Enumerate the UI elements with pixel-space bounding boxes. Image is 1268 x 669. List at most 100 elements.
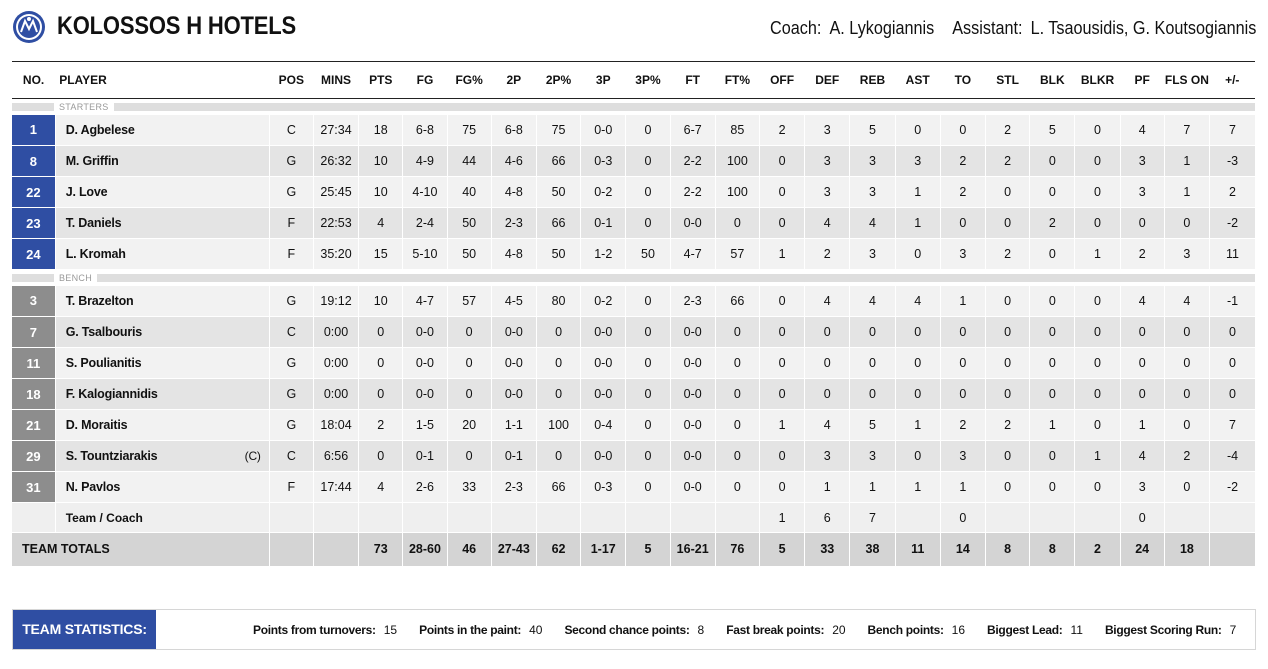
player-name[interactable]: S. Poulianitis [54,347,270,379]
column-header: AST [895,61,941,99]
stat-cell: 0 [849,347,896,379]
stat-cell: 0 [625,145,671,177]
stat-cell: 0 [625,347,671,379]
player-name-text[interactable]: L. Kromah [65,247,126,261]
player-name[interactable]: G. Tsalbouris [54,316,270,348]
stat-cell: 6-7 [669,114,716,146]
total-cell: 5 [625,532,671,566]
player-row[interactable]: 7 G. Tsalbouris C 0:00 0 0-0 0 0-0 0 0-0 0 0-0 0 0 0 0 0… [12,316,1255,348]
stat-cell: 1-1 [490,409,537,441]
stat-cell: 0 [804,347,850,379]
column-header: 2P% [536,61,581,99]
stat-cell: 0-1 [402,440,448,472]
stat-cell: 6-8 [490,114,537,146]
stat-cell: 4-7 [669,238,716,270]
jersey-number: 1 [12,114,56,146]
player-name[interactable]: T. Daniels [54,207,270,239]
stat-cell: 57 [714,238,760,270]
player-name-text[interactable]: J. Love [65,185,108,199]
player-name[interactable]: T. Brazelton [54,285,270,317]
stat-cell: 0 [984,471,1030,503]
team-stat-value: 15 [383,623,398,637]
stat-cell: 2-2 [669,176,716,208]
stat-cell: 2 [939,409,986,441]
stat-cell: 0-3 [580,145,626,177]
player-name-text[interactable]: M. Griffin [65,154,119,168]
player-row[interactable]: 11 S. Poulianitis G 0:00 0 0-0 0 0-0 0 0-0 0 0-0 0 0 0… [12,347,1255,379]
stat-cell: 66 [535,145,581,177]
stat-cell: 0 [714,207,760,239]
stat-cell: 4 [804,207,850,239]
stat-cell: 4-9 [402,145,448,177]
player-name-text[interactable]: N. Pavlos [65,480,121,494]
player-name-text[interactable]: D. Moraitis [65,418,128,432]
total-cell: 18 [1163,532,1210,566]
player-name[interactable]: D. Moraitis [54,409,270,441]
player-name[interactable]: S. Tountziarakis (C) [54,440,270,472]
stat-cell [312,502,359,533]
player-name[interactable]: J. Love [54,176,270,208]
player-name[interactable]: F. Kalogiannidis [54,378,270,410]
column-header: OFF [759,61,805,99]
player-name[interactable]: L. Kromah [54,238,270,270]
stat-cell: 50 [446,238,492,270]
player-name-text[interactable]: G. Tsalbouris [65,325,143,339]
stat-cell: 0 [1029,378,1075,410]
player-name-text[interactable]: S. Poulianitis [65,356,142,370]
player-row[interactable]: 3 T. Brazelton G 19:12 10 4-7 57 4-5 80 0-2 0 2-3 66… [12,285,1255,317]
player-name-text[interactable]: F. Kalogiannidis [65,387,158,401]
stat-cell [984,502,1030,533]
jersey-number: 3 [12,285,56,317]
player-row[interactable]: 21 D. Moraitis G 18:04 2 1-5 20 1-1 100 0-4 0 0-0 0 1… [12,409,1255,441]
section-divider: STARTERS [12,100,1255,113]
player-row[interactable]: 24 L. Kromah F 35:20 15 5-10 50 4-8 50 1-2 50 4-7 57… [12,238,1255,270]
stat-cell: 1 [939,471,986,503]
coach-label: Coach: [769,18,822,38]
jersey-number: 31 [12,471,56,503]
stat-cell: 4 [849,285,896,317]
stat-cell: 2-3 [669,285,716,317]
stat-cell: 0 [849,378,896,410]
player-name[interactable]: N. Pavlos [54,471,270,503]
player-row[interactable]: 18 F. Kalogiannidis G 0:00 0 0-0 0 0-0 0 0-0 0 0-0 0… [12,378,1255,410]
player-name-text[interactable]: T. Brazelton [65,293,134,308]
section-divider: BENCH [12,271,1255,284]
stat-cell [1163,502,1210,533]
stat-cell: 0 [446,440,492,472]
column-header: 3P% [625,61,671,99]
stat-cell: 5-10 [402,238,448,270]
player-row[interactable]: 8 M. Griffin G 26:32 10 4-9 44 4-6 66 0-3 0 2-2 100 0… [12,145,1255,177]
stat-cell: 4 [358,471,403,503]
stat-cell: 2-3 [490,471,537,503]
player-row[interactable]: 22 J. Love G 25:45 10 4-10 40 4-8 50 0-2 0 2-2 100 0 3… [12,176,1255,208]
player-row[interactable]: 31 N. Pavlos F 17:44 4 2-6 33 2-3 66 0-3 0 0-0 0 0 1 1 1… [12,471,1255,503]
team-stat-label: Bench points: [867,623,944,637]
stat-cell: 0 [939,347,986,379]
stat-cell: 0 [939,378,986,410]
stat-cell: 2 [1029,207,1075,239]
stat-cell: 0 [1029,145,1075,177]
player-row[interactable]: 29 S. Tountziarakis (C) C 6:56 0 0-1 0 0-1 0 0-0 0 0… [12,440,1255,472]
stat-cell: 5 [849,409,896,441]
player-row[interactable]: 1 D. Agbelese C 27:34 18 6-8 75 6-8 75 0-0 0 6-7 85 2… [12,114,1255,146]
player-row[interactable]: 23 T. Daniels F 22:53 4 2-4 50 2-3 66 0-1 0 0-0 0 0 4 4… [12,207,1255,239]
player-name[interactable]: M. Griffin [54,145,270,177]
stat-cell: 6 [804,502,850,533]
total-cell: 2 [1074,532,1121,566]
stat-cell: G [268,378,314,410]
jersey-number: 23 [12,207,56,239]
jersey-number: 24 [12,238,56,270]
player-name-text[interactable]: S. Tountziarakis [65,449,158,463]
player-name-text[interactable]: T. Daniels [65,216,122,230]
stat-cell: F [268,471,314,503]
total-cell: 46 [446,532,492,566]
player-name[interactable]: D. Agbelese [54,114,270,146]
stat-cell: -4 [1209,440,1255,472]
total-cell: 27-43 [490,532,537,566]
stat-cell: 5 [849,114,896,146]
player-name-text[interactable]: D. Agbelese [65,122,135,137]
stat-cell: 0 [894,114,941,146]
stat-cell: 4 [804,409,850,441]
stat-cell: 1 [758,238,805,270]
stat-cell: 66 [714,285,760,317]
